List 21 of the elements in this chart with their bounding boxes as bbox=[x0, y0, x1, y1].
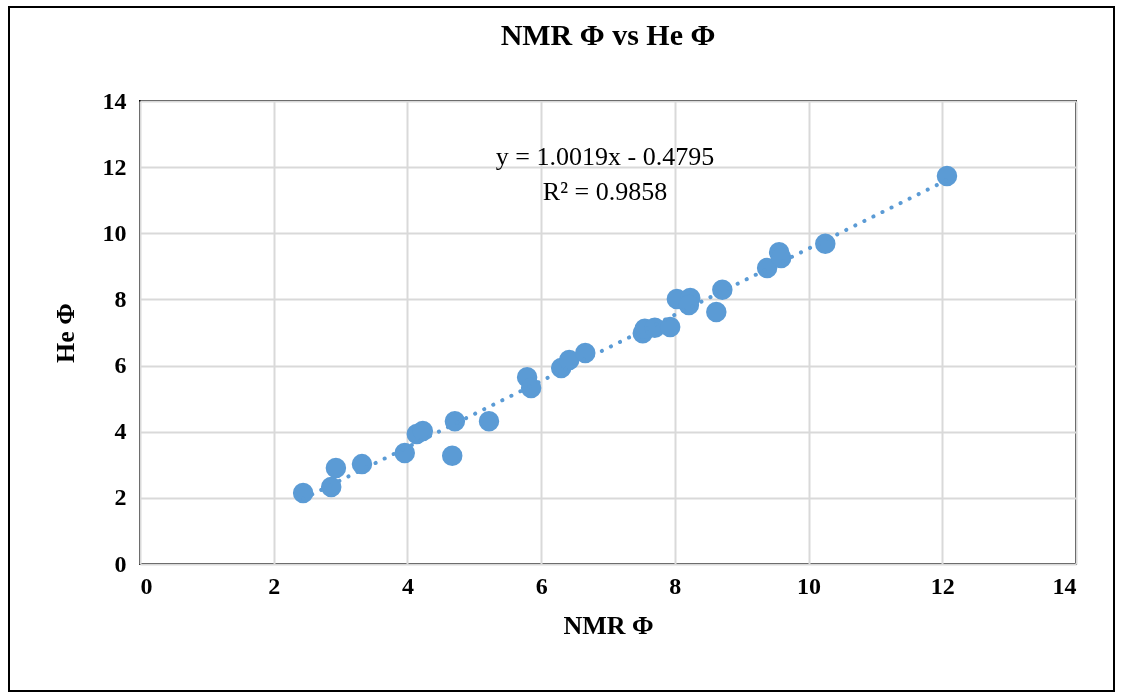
x-tick-label: 0 bbox=[140, 572, 153, 599]
x-tick-label: 14 bbox=[1052, 572, 1077, 599]
annotation: R² = 0.9858 bbox=[542, 177, 668, 206]
y-tick-label: 14 bbox=[102, 87, 127, 114]
x-tick-label: 4 bbox=[401, 572, 414, 599]
x-tick-label: 8 bbox=[669, 572, 682, 599]
x-tick-label: 6 bbox=[535, 572, 548, 599]
y-axis-title: He Φ bbox=[50, 303, 80, 363]
x-axis-title: NMR Φ bbox=[563, 610, 654, 640]
chart-title: NMR Φ vs He Φ bbox=[500, 18, 716, 51]
y-tick-label: 8 bbox=[114, 285, 127, 312]
y-tick-label: 0 bbox=[114, 550, 127, 577]
annotation: y = 1.0019x - 0.4795 bbox=[495, 142, 715, 171]
x-tick-label: 10 bbox=[797, 572, 822, 599]
x-tick-label: 2 bbox=[268, 572, 281, 599]
y-tick-label: 10 bbox=[102, 219, 127, 246]
y-tick-label: 2 bbox=[114, 484, 127, 511]
y-tick-label: 12 bbox=[102, 153, 127, 180]
y-tick-label: 4 bbox=[114, 418, 127, 445]
x-tick-label: 12 bbox=[930, 572, 955, 599]
y-tick-label: 6 bbox=[114, 352, 127, 379]
